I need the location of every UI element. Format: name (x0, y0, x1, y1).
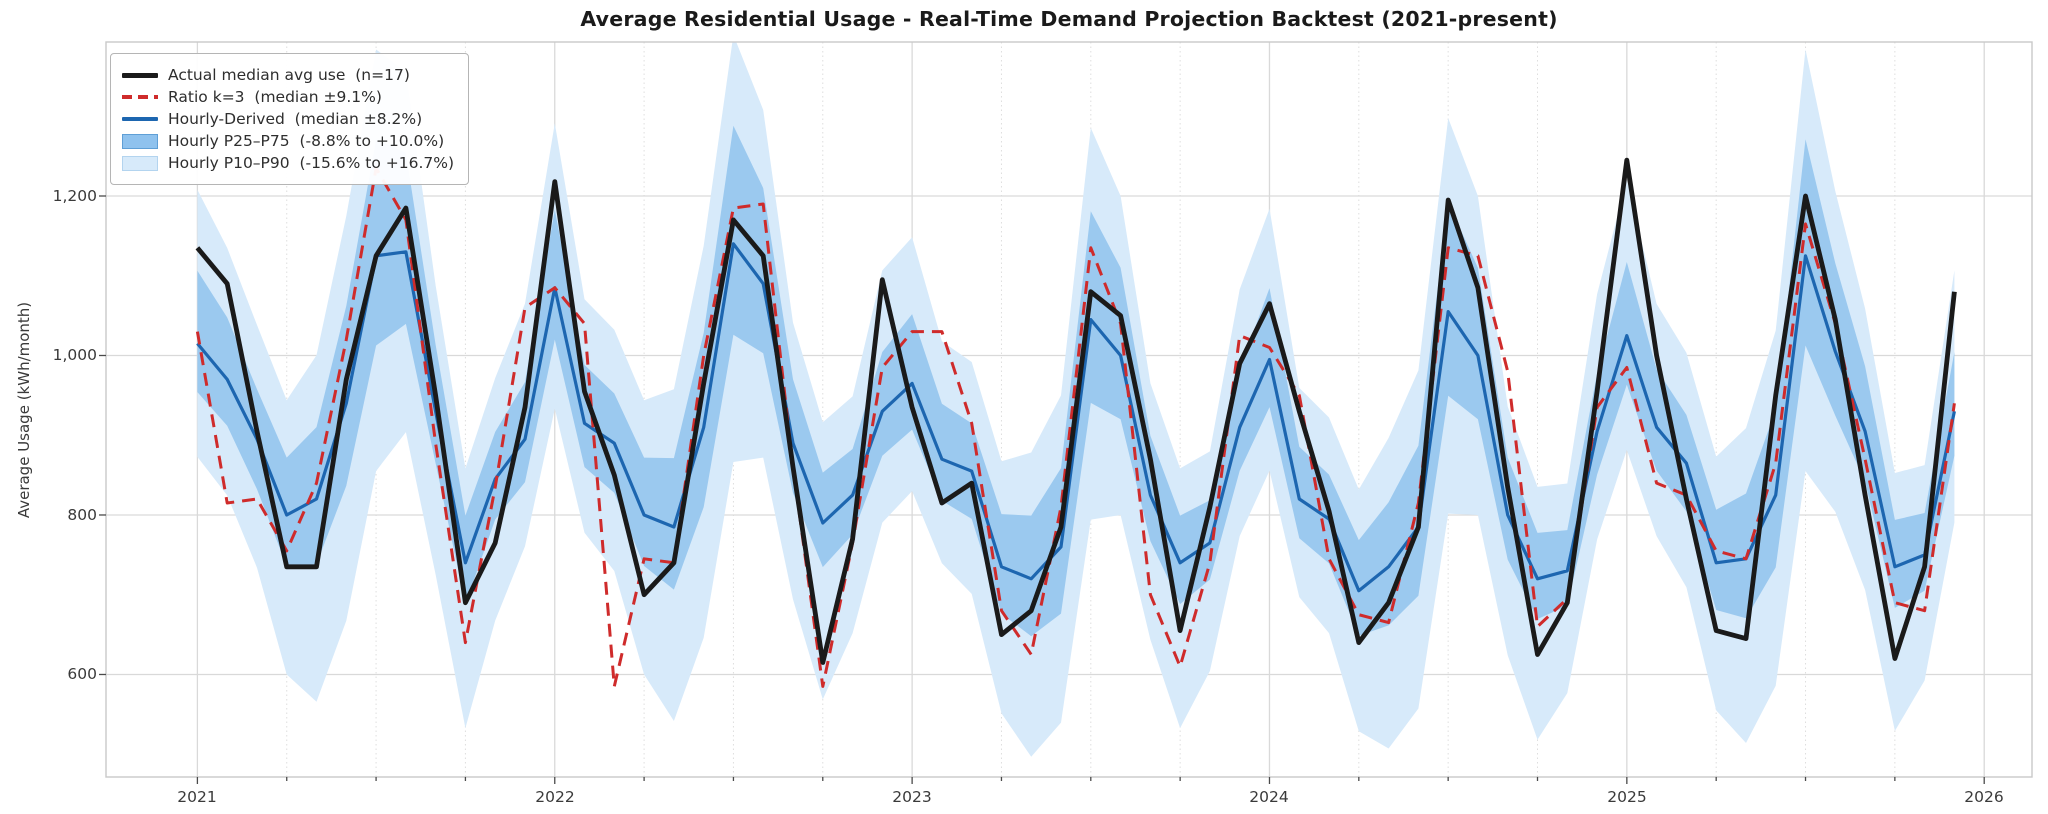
y-tick-label: 1,200 (52, 187, 97, 205)
y-tick-label: 1,000 (52, 346, 97, 364)
legend-item: Actual median avg use (n=17) (122, 64, 454, 86)
x-tick-label: 2025 (1607, 788, 1647, 806)
legend-item: Hourly-Derived (median ±8.2%) (122, 108, 454, 130)
y-axis-label: Average Usage (kWh/month) (15, 301, 33, 519)
legend-item-label: Ratio k=3 (median ±9.1%) (168, 88, 382, 106)
actual-line-swatch-icon (122, 72, 158, 78)
x-tick-label: 2022 (535, 788, 575, 806)
legend: Actual median avg use (n=17) Ratio k=3 (… (110, 53, 470, 185)
x-tick-label: 2023 (892, 788, 932, 806)
x-tick-label: 2024 (1249, 788, 1289, 806)
p25-p75-band-swatch-icon (122, 133, 158, 149)
legend-item-label: Actual median avg use (n=17) (168, 66, 410, 84)
y-tick-label: 800 (67, 506, 97, 524)
x-tick-label: 2026 (1964, 788, 2004, 806)
p10-p90-band-swatch-icon (122, 155, 158, 171)
y-tick-label: 600 (67, 665, 97, 683)
legend-item-label: Hourly-Derived (median ±8.2%) (168, 110, 423, 128)
legend-item-label: Hourly P25–P75 (-8.8% to +10.0%) (168, 132, 445, 150)
legend-item: Ratio k=3 (median ±9.1%) (122, 86, 454, 108)
legend-item: Hourly P25–P75 (-8.8% to +10.0%) (122, 130, 454, 152)
ratio-dashed-line-swatch-icon (122, 95, 158, 99)
legend-item-label: Hourly P10–P90 (-15.6% to +16.7%) (168, 154, 455, 172)
legend-item: Hourly P10–P90 (-15.6% to +16.7%) (122, 152, 454, 174)
x-tick-label: 2021 (177, 788, 217, 806)
chart-title: Average Residential Usage - Real-Time De… (580, 7, 1558, 31)
hourly-line-swatch-icon (122, 117, 158, 121)
